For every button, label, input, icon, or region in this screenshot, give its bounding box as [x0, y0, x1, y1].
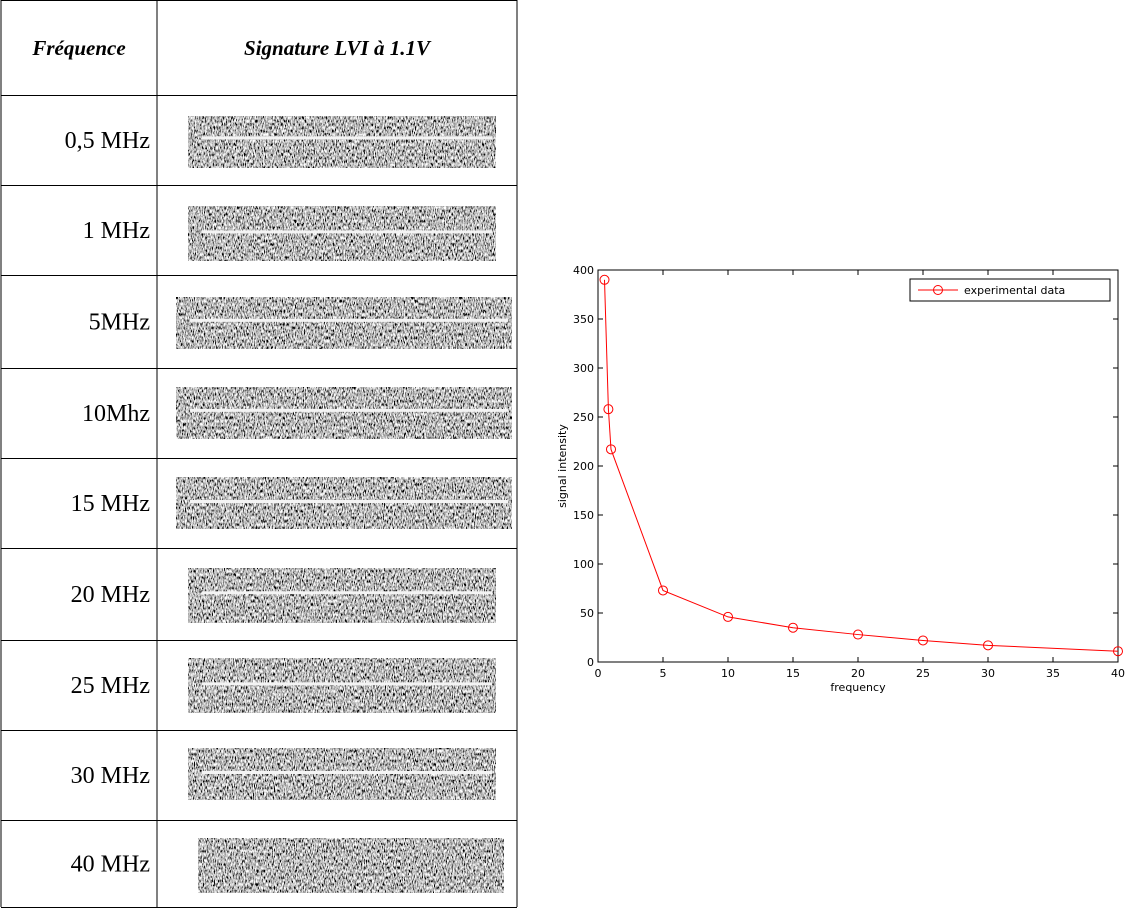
- data-point: [853, 629, 863, 640]
- frequency-cell: 5MHz: [89, 310, 150, 336]
- frequency-cell: 10Mhz: [82, 401, 150, 427]
- y-tick-label: 150: [573, 509, 594, 522]
- data-point: [723, 611, 733, 622]
- frequency-cell: 25 MHz: [71, 673, 150, 699]
- signature-image: [176, 297, 512, 349]
- x-axis-label: frequency: [830, 681, 886, 694]
- legend-box: [909, 278, 1111, 302]
- header-cell: Signature LVI à 1.1V: [244, 36, 432, 60]
- series-line: [604, 279, 1119, 652]
- chart: 0 5 10 15 20 25 30 35 40050100150200250300350400…: [556, 264, 1125, 694]
- frequency-cell: 1 MHz: [83, 218, 150, 244]
- x-tick-label: 10: [721, 667, 735, 680]
- data-point: [918, 635, 928, 646]
- data-point: [606, 444, 616, 455]
- legend-marker: [933, 285, 943, 295]
- frequency-cell: 15 MHz: [71, 491, 150, 517]
- x-tick-label: 25: [916, 667, 930, 680]
- plot-area: [597, 269, 1119, 663]
- x-tick-label: 0: [595, 667, 602, 680]
- header-cell: Fréquence: [31, 36, 125, 60]
- data-point: [599, 274, 610, 285]
- x-tick-label: 20: [851, 667, 865, 680]
- signature-image: [188, 568, 496, 623]
- y-tick-label: 400: [573, 264, 594, 277]
- frequency-cell: 30 MHz: [71, 763, 150, 789]
- frequency-cell: 20 MHz: [71, 582, 150, 608]
- data-point: [658, 585, 668, 596]
- data-point: [1113, 646, 1123, 657]
- y-tick-label: 350: [573, 313, 594, 326]
- frequency-cell: 40 MHz: [71, 852, 150, 878]
- y-tick-label: 250: [573, 411, 594, 424]
- data-point: [983, 640, 993, 651]
- y-tick-label: 200: [573, 460, 594, 473]
- frequency-cell: 0,5 MHz: [65, 128, 150, 154]
- x-tick-label: 35: [1046, 667, 1060, 680]
- signature-image: [176, 477, 512, 529]
- x-tick-label: 15: [786, 667, 800, 680]
- signature-image: [188, 206, 496, 261]
- y-tick-label: 50: [580, 607, 594, 620]
- x-tick-label: 30: [981, 667, 995, 680]
- x-tick-label: 5: [660, 667, 667, 680]
- y-tick-label: 100: [573, 558, 594, 571]
- signature-image: [188, 658, 496, 713]
- legend-label: experimental data: [964, 284, 1065, 297]
- y-axis-label: signal intensity: [556, 424, 569, 508]
- signature-image: [188, 116, 496, 168]
- data-point: [788, 622, 798, 633]
- y-tick-label: 300: [573, 362, 594, 375]
- x-tick-label: 40: [1111, 667, 1125, 680]
- signature-image: [176, 387, 512, 439]
- data-point: [603, 404, 614, 415]
- table: Fréquence Signature LVI à 1.1V 0,5 MHz 1 MH…: [0, 0, 518, 908]
- signature-image: [198, 838, 504, 893]
- y-tick-label: 0: [587, 656, 594, 669]
- signature-image: [188, 748, 496, 800]
